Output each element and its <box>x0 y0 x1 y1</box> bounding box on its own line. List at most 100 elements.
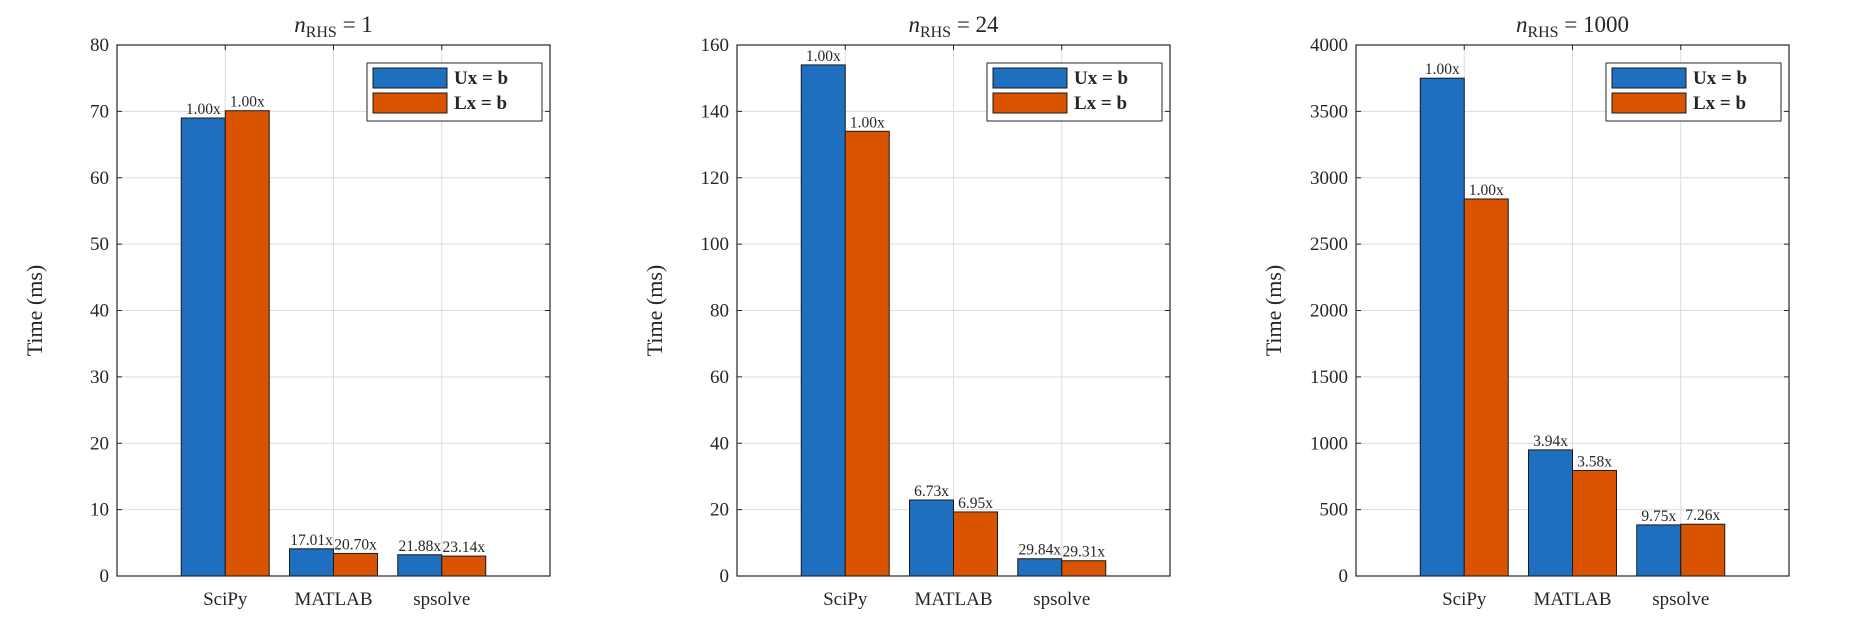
y-axis-label: Time (ms) <box>642 265 667 356</box>
y-tick-label: 2500 <box>1310 234 1348 255</box>
x-tick-label: SciPy <box>203 589 248 610</box>
data-label: 7.26x <box>1685 507 1720 524</box>
data-label: 1.00x <box>806 48 841 65</box>
bar-lxb-spsolve <box>1680 523 1726 577</box>
x-tick-label: spsolve <box>1652 589 1709 610</box>
legend-swatch <box>992 67 1068 89</box>
chart-title: nRHS = 1 <box>294 12 373 41</box>
y-tick-label: 80 <box>90 35 109 56</box>
y-tick-label: 80 <box>710 301 729 322</box>
legend-label: Lx = b <box>1693 93 1746 114</box>
bar-uxb-matlab <box>289 548 334 577</box>
legend-swatch <box>372 67 448 89</box>
bar-lxb-matlab <box>333 552 378 577</box>
data-label: 1.00x <box>230 94 265 111</box>
data-label: 6.95x <box>958 495 993 512</box>
y-tick-label: 20 <box>90 433 109 454</box>
bar-uxb-spsolve <box>397 554 443 577</box>
y-axis-label: Time (ms) <box>1261 265 1286 356</box>
chart-panel-1: 1.00x 17.01x 21.88x 1.00x 20.70x 23.14x 0 10 20 3… <box>22 12 551 610</box>
y-tick-label: 140 <box>701 101 730 122</box>
y-tick-label: 120 <box>701 168 730 189</box>
data-label: 23.14x <box>442 539 485 556</box>
legend-label: Lx = b <box>1074 93 1127 114</box>
title-variable: n <box>908 12 920 37</box>
bar-lxb-spsolve <box>441 555 487 577</box>
y-tick-label: 3500 <box>1310 101 1348 122</box>
bar-lxb-spsolve <box>1061 560 1107 577</box>
y-tick-label: 4000 <box>1310 35 1348 56</box>
legend-swatch <box>372 92 448 114</box>
data-label: 1.00x <box>1425 61 1460 78</box>
y-tick-label: 60 <box>90 168 109 189</box>
data-label: 21.88x <box>398 538 441 555</box>
data-label: 3.58x <box>1577 453 1612 470</box>
bar-uxb-matlab <box>1528 449 1573 577</box>
y-tick-label: 40 <box>90 301 109 322</box>
bar-uxb-scipy <box>180 117 226 577</box>
x-tick-label: MATLAB <box>294 589 372 610</box>
title-subscript: RHS <box>1527 24 1558 41</box>
bar-lxb-matlab <box>1572 469 1617 577</box>
title-subscript: RHS <box>920 24 951 41</box>
bar-lxb-scipy <box>224 110 270 577</box>
x-tick-label: SciPy <box>1442 589 1487 610</box>
x-tick-label: spsolve <box>413 589 470 610</box>
legend-swatch <box>1611 67 1687 89</box>
y-axis-label: Time (ms) <box>22 265 47 356</box>
x-tick-label: spsolve <box>1033 589 1090 610</box>
y-tick-label: 50 <box>90 234 109 255</box>
bar-lxb-scipy <box>844 130 890 577</box>
legend-swatch <box>992 92 1068 114</box>
bar-uxb-scipy <box>800 64 846 577</box>
legend: Ux = b Lx = b <box>1605 62 1782 122</box>
chart-panel-3: 1.00x 3.94x 9.75x 1.00x 3.58x 7.26x 0 500 1000 15… <box>1261 12 1790 610</box>
data-label: 6.73x <box>914 483 949 500</box>
data-label: 29.84x <box>1018 542 1061 559</box>
y-tick-label: 70 <box>90 101 109 122</box>
title-subscript: RHS <box>306 24 337 41</box>
y-tick-label: 160 <box>701 35 730 56</box>
data-label: 20.70x <box>334 536 377 553</box>
y-tick-label: 0 <box>720 566 730 587</box>
y-tick-label: 20 <box>710 500 729 521</box>
x-tick-label: MATLAB <box>1533 589 1611 610</box>
y-tick-label: 3000 <box>1310 168 1348 189</box>
chart-title: nRHS = 1000 <box>1516 12 1629 41</box>
legend: Ux = b Lx = b <box>366 62 543 122</box>
title-variable: n <box>1516 12 1528 37</box>
data-label: 1.00x <box>850 114 885 131</box>
legend-label: Lx = b <box>454 93 507 114</box>
bar-lxb-scipy <box>1463 198 1509 577</box>
chart-title: nRHS = 24 <box>908 12 999 41</box>
legend: Ux = b Lx = b <box>986 62 1163 122</box>
data-label: 1.00x <box>1469 182 1504 199</box>
legend-label: Ux = b <box>454 68 508 89</box>
y-tick-label: 0 <box>100 566 110 587</box>
data-label: 3.94x <box>1533 433 1568 450</box>
x-tick-label: SciPy <box>823 589 868 610</box>
bar-uxb-scipy <box>1419 77 1465 577</box>
chart-panels: 1.00x 17.01x 21.88x 1.00x 20.70x 23.14x 0 10 20 3… <box>22 12 1790 610</box>
y-tick-label: 500 <box>1320 500 1349 521</box>
legend-label: Ux = b <box>1693 68 1747 89</box>
data-label: 17.01x <box>290 532 333 549</box>
chart-panel-2: 1.00x 6.73x 29.84x 1.00x 6.95x 29.31x 0 20 40 60 8… <box>642 12 1171 610</box>
y-tick-label: 1000 <box>1310 433 1348 454</box>
title-value: = 1 <box>337 12 373 37</box>
title-value: = 24 <box>951 12 999 37</box>
title-value: = 1000 <box>1559 12 1629 37</box>
legend-swatch <box>1611 92 1687 114</box>
y-tick-label: 30 <box>90 367 109 388</box>
y-tick-label: 40 <box>710 433 729 454</box>
data-label: 1.00x <box>186 101 221 118</box>
bar-lxb-matlab <box>953 511 998 577</box>
title-variable: n <box>294 12 306 37</box>
y-tick-label: 0 <box>1339 566 1349 587</box>
y-tick-label: 10 <box>90 500 109 521</box>
y-tick-label: 2000 <box>1310 301 1348 322</box>
bar-uxb-spsolve <box>1017 558 1063 577</box>
bar-uxb-spsolve <box>1636 524 1682 577</box>
x-tick-label: MATLAB <box>914 589 992 610</box>
